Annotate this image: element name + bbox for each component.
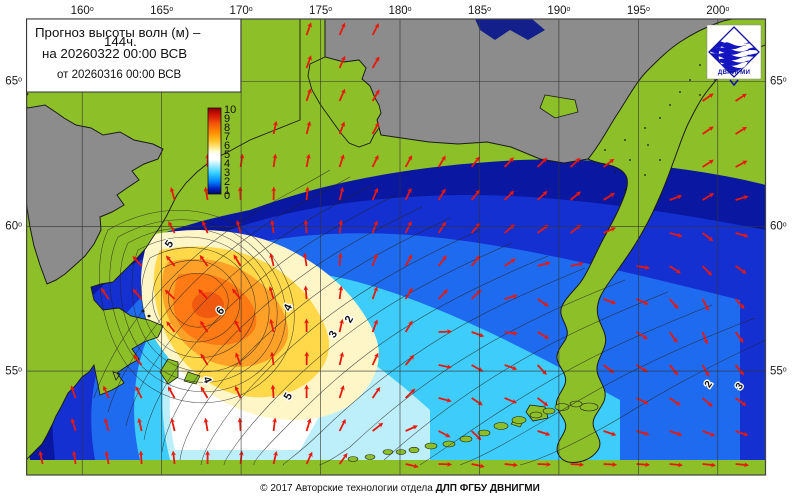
svg-text:от 20260316 00:00 ВСВ: от 20260316 00:00 ВСВ [57, 69, 182, 81]
svg-text:165o: 165o [150, 5, 173, 17]
svg-text:200o: 200o [706, 5, 729, 17]
svg-text:65o: 65o [5, 76, 22, 88]
svg-text:185o: 185o [468, 5, 491, 17]
svg-text:ДВНИГМИ: ДВНИГМИ [718, 69, 751, 76]
svg-text:175o: 175o [309, 5, 332, 17]
svg-text:170o: 170o [230, 5, 253, 17]
svg-text:60o: 60o [5, 221, 22, 233]
svg-text:195o: 195o [627, 5, 650, 17]
svg-text:65o: 65o [770, 76, 787, 88]
svg-text:© 2017 Авторские технологии от: © 2017 Авторские технологии отдела ДЛП Ф… [260, 483, 540, 494]
svg-text:190o: 190o [547, 5, 570, 17]
svg-text:55o: 55o [5, 366, 22, 378]
svg-text:60o: 60o [770, 221, 787, 233]
svg-text:180o: 180o [388, 5, 411, 17]
svg-text:на 20260322 00:00 ВСВ: на 20260322 00:00 ВСВ [42, 46, 187, 61]
svg-text:160o: 160o [71, 5, 94, 17]
svg-text:55o: 55o [770, 366, 787, 378]
svg-text:0: 0 [224, 190, 230, 202]
